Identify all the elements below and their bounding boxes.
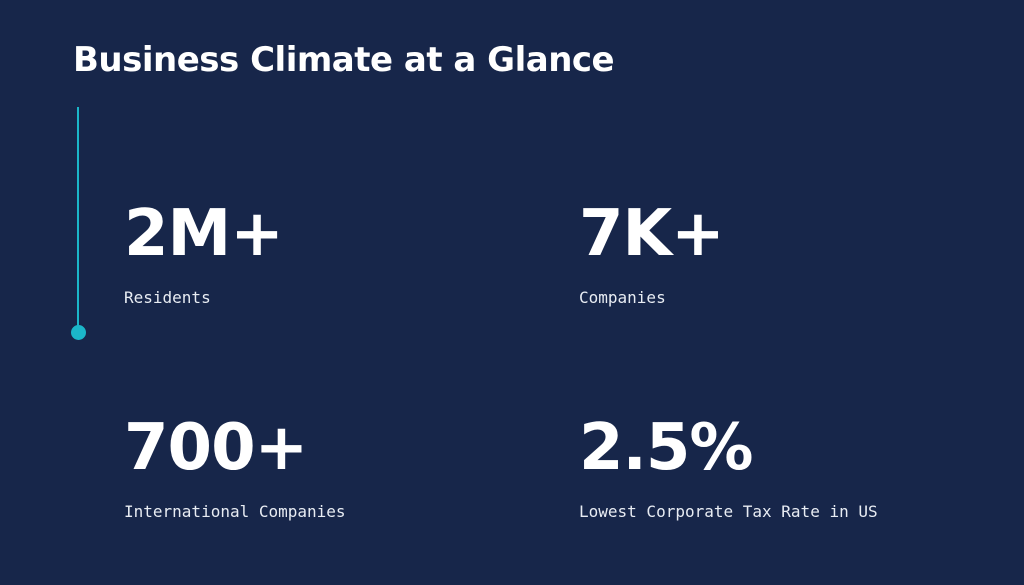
stat-value: 7K+ bbox=[579, 197, 725, 271]
stat: 2M+ Residents bbox=[124, 197, 284, 307]
stat: 2.5% Lowest Corporate Tax Rate in US bbox=[579, 416, 878, 521]
stat: 7K+ Companies bbox=[579, 197, 725, 307]
title: Business Climate at a Glance bbox=[73, 40, 615, 80]
stat-value: 700+ bbox=[124, 411, 308, 485]
stat-value: 2M+ bbox=[124, 197, 284, 271]
stat-label: Lowest Corporate Tax Rate in US bbox=[579, 502, 878, 521]
stat-label: Residents bbox=[124, 288, 211, 307]
stat-label: Companies bbox=[579, 288, 666, 307]
stat: 700+ International Companies bbox=[124, 416, 346, 521]
stat-value: 2.5% bbox=[579, 411, 753, 485]
stat-label: International Companies bbox=[124, 502, 346, 521]
timeline-line bbox=[77, 107, 79, 333]
timeline-dot bbox=[71, 325, 86, 340]
